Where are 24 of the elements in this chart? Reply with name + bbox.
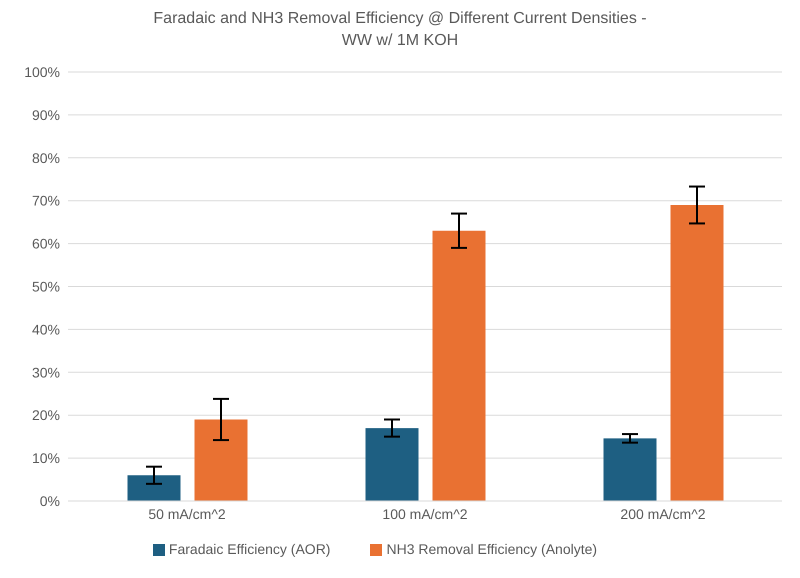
bar xyxy=(604,438,656,501)
bar xyxy=(432,230,486,501)
bar xyxy=(670,204,724,501)
bar xyxy=(366,428,418,501)
y-tick-label: 60% xyxy=(32,236,60,252)
chart-title: Faradaic and NH3 Removal Efficiency @ Different Current Densities - xyxy=(152,9,648,29)
bar xyxy=(194,419,248,501)
y-tick-label: 70% xyxy=(32,192,60,209)
y-tick-label: 80% xyxy=(32,150,60,166)
y-tick-label: 100% xyxy=(24,64,60,80)
y-tick-label: 40% xyxy=(32,321,60,338)
y-tick-label: 20% xyxy=(32,407,60,424)
y-tick-label: 30% xyxy=(32,364,60,380)
y-tick-label: 0% xyxy=(40,492,60,509)
bar xyxy=(128,475,180,501)
x-tick-label: 100 mA/cm^2 xyxy=(382,506,468,522)
x-tick-label: 200 mA/cm^2 xyxy=(620,506,706,522)
chart-subtitle: WW w/ 1M KOH xyxy=(340,31,460,51)
legend-label: Faradaic Efficiency (AOR) xyxy=(168,541,330,557)
y-tick-label: 50% xyxy=(32,278,60,294)
y-tick-label: 10% xyxy=(32,450,60,466)
x-tick-label: 50 mA/cm^2 xyxy=(148,506,226,522)
legend-label: NH3 Removal Efficiency (Anolyte) xyxy=(386,541,598,557)
y-tick-label: 90% xyxy=(32,106,60,123)
